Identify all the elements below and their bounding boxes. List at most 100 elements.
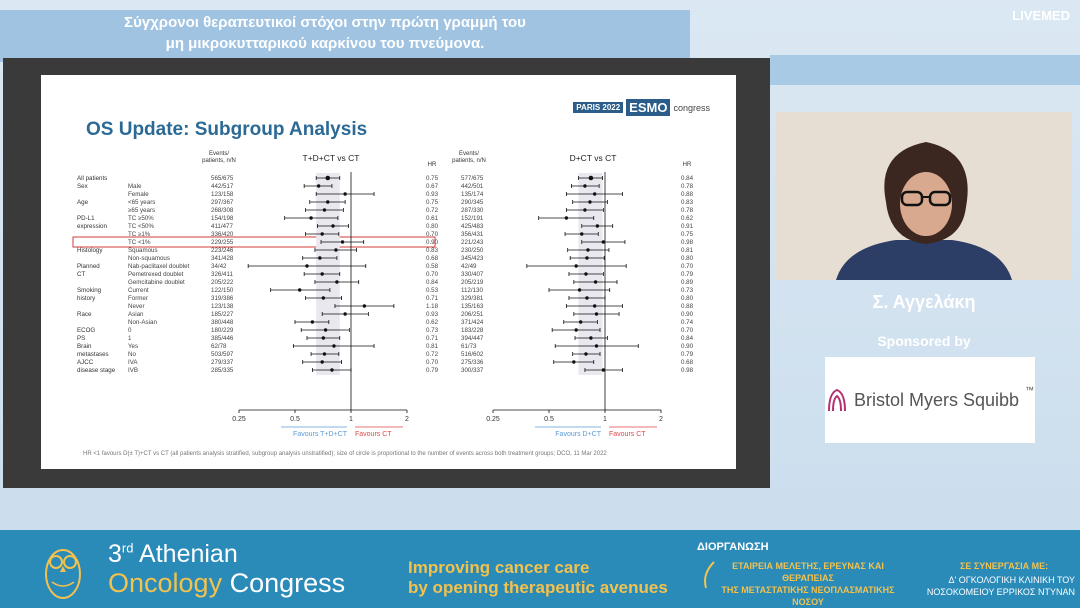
tdct-x-tick-label: 0.5 <box>290 416 300 423</box>
tdct-events-value: 205/222 <box>211 279 234 286</box>
subgroup-level-label: Non-squamous <box>128 255 170 262</box>
subgroup-level-label: TC ≥1% <box>128 231 151 238</box>
tdct-events-value: 411/477 <box>211 223 233 230</box>
partner-line2: ΝΟΣΟΚΟΜΕΙΟΥ ΕΡΡΙΚΟΣ ΝΤΥΝΑΝ <box>926 587 1075 597</box>
tdct-hr-value: 1.18 <box>426 303 439 310</box>
tdct-hr-value: 0.53 <box>426 287 439 294</box>
owl-logo-icon <box>45 549 81 599</box>
tdct-favours-left: Favours T+D+CT <box>293 431 348 438</box>
dct-events-value: 330/407 <box>461 271 484 278</box>
tdct-hr-point <box>332 344 336 348</box>
dct-hr-value: 0.78 <box>681 183 694 190</box>
tdct-hr-point <box>305 264 309 268</box>
subgroup-level-label: Pemetrexed doublet <box>128 271 184 278</box>
congress-tagline: Improving cancer care by opening therape… <box>408 558 668 598</box>
dct-hr-value: 0.90 <box>681 311 694 318</box>
dct-hr-value: 0.75 <box>681 231 694 238</box>
tdct-hr-value: 0.83 <box>426 247 439 254</box>
dct-hr-value: 0.91 <box>681 223 694 230</box>
tdct-hr-value: 0.93 <box>426 311 439 318</box>
dct-hr-value: 0.78 <box>681 207 694 214</box>
tdct-hr-point <box>298 288 302 292</box>
subgroup-level-label: TC <50% <box>128 223 154 230</box>
tdct-hr-point <box>323 328 328 332</box>
tdct-events-value: 34/42 <box>211 263 227 270</box>
tdct-events-value: 123/138 <box>211 303 234 310</box>
tdct-hr-point <box>309 216 313 220</box>
subgroup-label-cont: expression <box>77 223 107 230</box>
tdct-hr-point <box>320 232 324 236</box>
dct-events-value: 287/330 <box>461 207 484 214</box>
organizer-line2: ΤΗΣ ΜΕΤΑΣΤΑΤΙΚΗΣ ΝΕΟΠΛΑΣΜΑΤΙΚΗΣ ΝΟΣΟΥ <box>721 585 895 607</box>
dct-hr-value: 0.98 <box>681 239 694 246</box>
dct-hr-point <box>585 256 589 260</box>
tdct-hr-value: 0.79 <box>426 367 439 374</box>
dct-hr-value: 0.88 <box>681 191 694 198</box>
tdct-hr-value: 0.72 <box>426 207 439 214</box>
dct-events-value: 275/336 <box>461 359 484 366</box>
dct-hr-point <box>583 208 587 212</box>
congress-word2: Congress <box>229 568 346 598</box>
tdct-events-value: 185/227 <box>211 311 234 318</box>
dct-hr-point <box>589 336 593 340</box>
dct-hr-point <box>592 192 597 196</box>
bms-mark-icon <box>827 388 846 412</box>
dct-hr-point <box>601 240 606 244</box>
subgroup-level-label: Non-Asian <box>128 319 157 326</box>
dct-hr-value: 0.90 <box>681 343 694 350</box>
sponsored-label: Sponsored by <box>877 333 971 349</box>
dct-hr-value: 0.68 <box>681 359 694 366</box>
dct-hr-point <box>574 264 578 268</box>
subgroup-level-label: Yes <box>128 343 138 350</box>
dct-hr-point <box>574 328 578 332</box>
subgroup-label: AJCC <box>77 359 94 366</box>
tdct-hr-value: 0.71 <box>426 295 439 302</box>
subgroup-level-label: IVA <box>128 359 138 366</box>
dct-events-value: 300/337 <box>461 367 484 374</box>
tdct-events-value: 122/150 <box>211 287 234 294</box>
dct-hr-point <box>592 304 597 308</box>
subgroup-level-label: Male <box>128 183 142 190</box>
tdct-events-value: 326/411 <box>211 271 233 278</box>
dct-hr-point <box>593 280 598 284</box>
tdct-hr-point <box>321 336 326 340</box>
tdct-events-value: 565/675 <box>211 175 234 182</box>
congress-name: Oncology Congress <box>108 568 345 599</box>
tdct-hr-value: 0.90 <box>426 239 439 246</box>
tdct-hr-point <box>343 192 347 196</box>
dct-events-value: 135/163 <box>461 303 484 310</box>
tdct-events-header-2: patients, n/N <box>202 158 236 164</box>
dct-events-value: 425/483 <box>461 223 484 230</box>
tdct-events-value: 154/198 <box>211 215 234 222</box>
tdct-hr-value: 0.73 <box>426 327 439 334</box>
subgroup-label: Age <box>77 199 89 206</box>
tdct-events-value: 385/446 <box>211 335 234 342</box>
subgroup-level-label: Nab-paclitaxel doublet <box>128 263 190 270</box>
slide-footnote: HR <1 favours D(± T)+CT vs CT (all patie… <box>83 451 607 457</box>
dct-events-value: 371/424 <box>461 319 484 326</box>
tdct-hr-point <box>362 304 367 308</box>
tdct-events-value: 319/386 <box>211 295 234 302</box>
sponsor-tm: ™ <box>1025 385 1035 395</box>
esmo-city: PARIS 2022 <box>573 102 624 113</box>
dct-hr-point <box>584 272 588 276</box>
tdct-hr-point <box>310 320 315 324</box>
dct-hr-point <box>595 224 600 228</box>
tdct-hr-value: 0.62 <box>426 319 439 326</box>
dct-hr-point <box>578 320 583 324</box>
dct-hr-value: 0.70 <box>681 263 694 270</box>
tdct-events-value: 341/428 <box>211 255 234 262</box>
session-title-line1: Σύγχρονοι θεραπευτικοί στόχοι στην πρώτη… <box>124 14 526 31</box>
tdct-events-value: 442/517 <box>211 183 234 190</box>
tdct-events-value: 180/229 <box>211 327 234 334</box>
dct-x-tick-label: 2 <box>659 416 663 423</box>
subgroup-label: All patients <box>77 175 107 182</box>
dct-hr-header: HR <box>683 162 692 168</box>
tdct-hr-point <box>322 352 327 356</box>
dct-hr-point <box>583 184 587 188</box>
speaker-video <box>776 112 1072 280</box>
partner-label: ΣΕ ΣΥΝΕΡΓΑΣΙΑ ΜΕ: <box>960 561 1049 571</box>
tdct-x-tick-label: 2 <box>405 416 409 423</box>
ordinal-suffix: rd <box>121 540 134 556</box>
dct-hr-point <box>580 232 584 236</box>
